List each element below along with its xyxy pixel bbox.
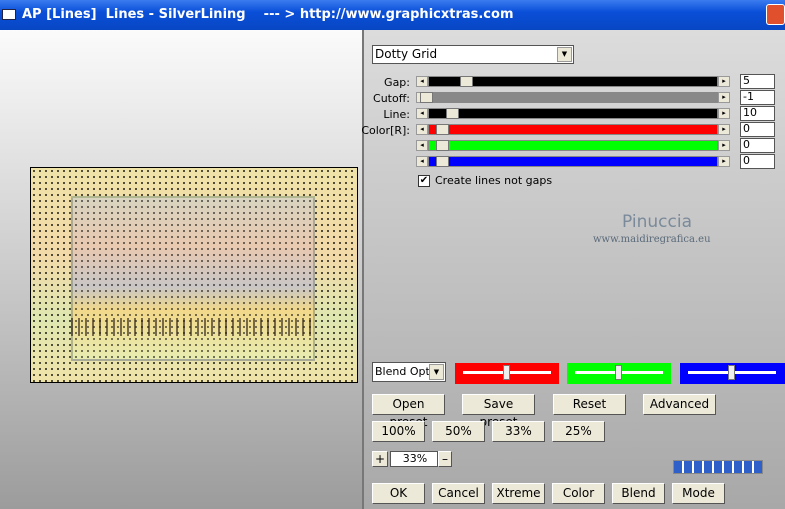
button[interactable]: 100% xyxy=(372,421,425,442)
slider-arrow[interactable]: ◂ xyxy=(416,124,428,135)
button[interactable]: 25% xyxy=(552,421,605,442)
preview-reeds xyxy=(71,318,315,336)
slider-arrow[interactable]: ▸ xyxy=(718,76,730,87)
dropdown-arrow[interactable]: ▼ xyxy=(429,364,444,380)
slider-track[interactable] xyxy=(428,76,718,87)
mode-select[interactable]: Dotty Grid xyxy=(372,45,574,64)
slider-thumb[interactable] xyxy=(436,124,449,135)
slider-label: Gap: xyxy=(384,76,410,89)
slider-value[interactable]: 0 xyxy=(740,154,775,169)
slider-track[interactable] xyxy=(428,156,718,167)
slider-thumb[interactable] xyxy=(446,108,459,119)
slider-arrow[interactable]: ▸ xyxy=(718,140,730,151)
slider-value[interactable]: 5 xyxy=(740,74,775,89)
slider-track[interactable] xyxy=(428,124,718,135)
green-channel[interactable] xyxy=(567,363,671,384)
blend-select[interactable]: Blend Optio xyxy=(372,362,446,382)
slider-arrow[interactable]: ◂ xyxy=(416,156,428,167)
slider-value[interactable]: 0 xyxy=(740,138,775,153)
checkbox[interactable]: ✔ xyxy=(418,175,430,187)
slider-track[interactable] xyxy=(428,140,718,151)
slider-label: Line: xyxy=(383,108,410,121)
slider-thumb[interactable] xyxy=(436,156,449,167)
button[interactable]: Blend xyxy=(612,483,665,504)
red-channel[interactable] xyxy=(455,363,559,384)
slider-arrow[interactable]: ▸ xyxy=(718,156,730,167)
button[interactable]: Cancel xyxy=(432,483,485,504)
blue-channel[interactable] xyxy=(680,363,785,384)
window-icon xyxy=(2,9,16,20)
button[interactable]: 50% xyxy=(432,421,485,442)
slider-value[interactable]: 10 xyxy=(740,106,775,121)
button[interactable]: Mode xyxy=(672,483,725,504)
slider-arrow[interactable]: ◂ xyxy=(416,76,428,87)
slider-thumb[interactable] xyxy=(420,92,433,103)
slider-arrow[interactable]: ▸ xyxy=(718,92,730,103)
zoom-plus[interactable]: + xyxy=(372,451,388,467)
slider-label: Cutoff: xyxy=(373,92,410,105)
window-title: AP [Lines] Lines - SilverLining --- > ht… xyxy=(0,0,785,30)
zoom-field[interactable]: 33% xyxy=(390,451,438,467)
button[interactable]: Advanced xyxy=(643,394,716,415)
slider-arrow[interactable]: ▸ xyxy=(718,124,730,135)
slider-thumb[interactable] xyxy=(460,76,473,87)
button[interactable]: Reset xyxy=(553,394,626,415)
preview-inner xyxy=(71,196,315,361)
button[interactable]: Xtreme xyxy=(492,483,545,504)
watermark-name: Pinuccia xyxy=(622,212,692,232)
button[interactable]: OK xyxy=(372,483,425,504)
slider-track[interactable] xyxy=(428,92,718,103)
progress-bar xyxy=(673,460,763,474)
close-button[interactable] xyxy=(766,4,785,25)
slider-track[interactable] xyxy=(428,108,718,119)
slider-value[interactable]: -1 xyxy=(740,90,775,105)
slider-arrow[interactable]: ▸ xyxy=(718,108,730,119)
preview-image xyxy=(30,167,358,383)
slider-label: Color[R]: xyxy=(361,124,410,137)
button[interactable]: 33% xyxy=(492,421,545,442)
checkbox-label: Create lines not gaps xyxy=(435,174,553,187)
button[interactable]: Color xyxy=(552,483,605,504)
dropdown-arrow[interactable]: ▼ xyxy=(557,47,572,62)
slider-arrow[interactable]: ◂ xyxy=(416,108,428,119)
watermark-url: www.maidiregrafica.eu xyxy=(593,234,711,245)
button[interactable]: Save preset xyxy=(462,394,535,429)
button[interactable]: Open preset xyxy=(372,394,445,429)
slider-arrow[interactable]: ◂ xyxy=(416,140,428,151)
zoom-minus[interactable]: – xyxy=(438,451,452,467)
slider-value[interactable]: 0 xyxy=(740,122,775,137)
slider-thumb[interactable] xyxy=(436,140,449,151)
